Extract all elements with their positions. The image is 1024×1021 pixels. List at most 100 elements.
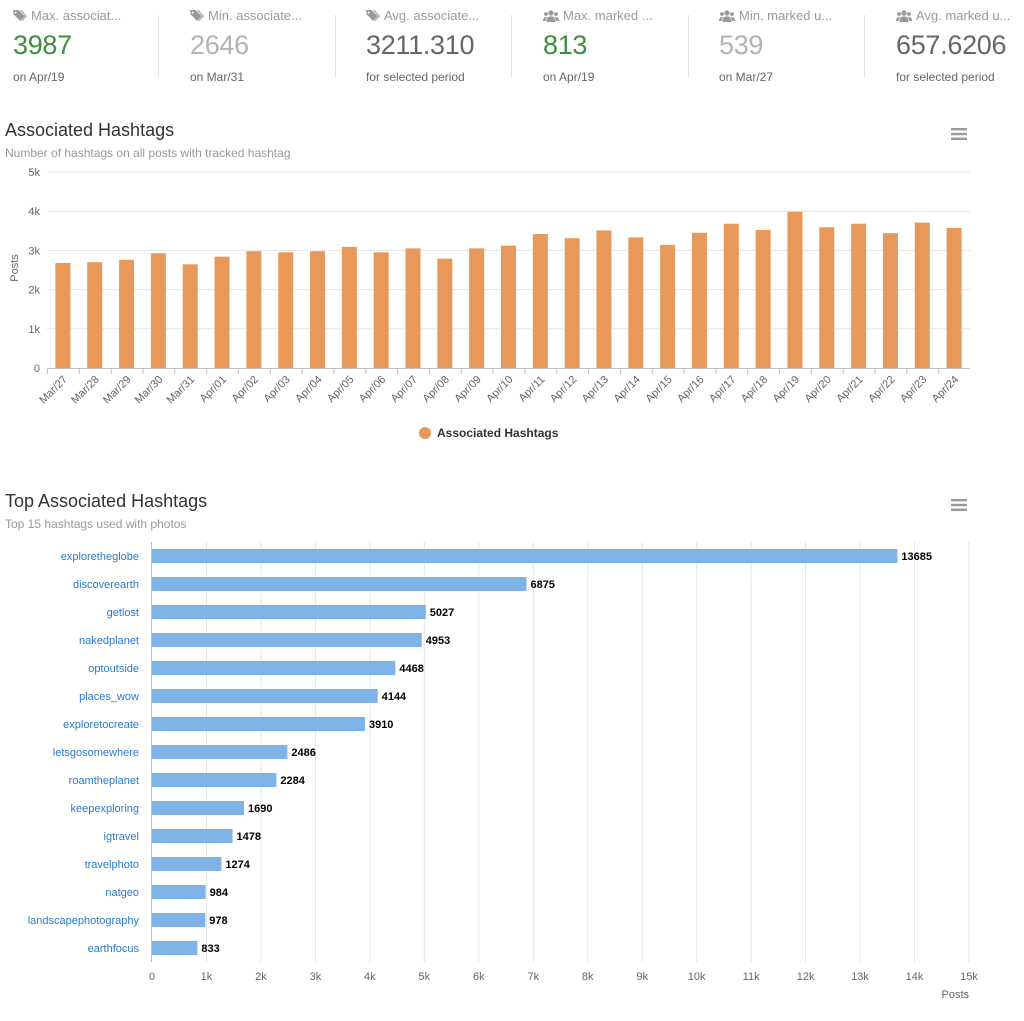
associated-hashtags-chart-title: Associated Hashtags [5,120,175,140]
chart-menu-icon[interactable] [950,127,968,141]
x-tick-label: 1k [201,971,213,983]
y-category-label[interactable]: landscapephotography [28,915,140,927]
legend: Associated Hashtags [419,426,559,440]
stat-value: 657.6206 [896,30,1007,60]
stat-divider [335,15,336,77]
stat-avg-associated-hashtags: Avg. associate... 3211.310 for selected … [366,0,484,100]
x-tick-label: Apr/06 [357,374,388,405]
y-category-label[interactable]: natgeo [105,887,139,899]
bar [946,228,962,368]
bar [152,689,378,703]
bar [152,941,198,955]
bar [596,230,612,368]
bar [787,211,803,368]
chart-menu-icon[interactable] [950,498,968,512]
tag-icon [366,9,380,21]
x-tick-label: Apr/23 [898,374,929,405]
x-tick-label: Apr/05 [325,374,356,405]
y-category-label[interactable]: keepexploring [71,803,140,815]
stat-value: 813 [543,30,588,60]
tag-icon [190,9,204,21]
x-tick-label: 8k [582,971,594,983]
x-tick-label: 9k [636,971,648,983]
y-category-label[interactable]: letsgosomewhere [53,747,139,759]
x-tick-label: Apr/20 [802,374,833,405]
bar [755,230,771,368]
bar [660,244,676,368]
stat-label: Min. associate... [190,8,340,23]
bar [469,248,485,368]
x-tick-label: 0 [149,971,155,983]
x-tick-label: 7k [527,971,539,983]
x-tick-label: Apr/12 [548,374,579,405]
bar [152,661,396,675]
data-label: 1690 [248,803,272,815]
x-tick-label: 12k [797,971,815,983]
x-tick-label: Apr/19 [771,374,802,405]
stat-max-associated-hashtags: Max. associat... 3987 on Apr/19 [13,0,173,100]
x-tick-label: 3k [310,971,322,983]
data-label: 4953 [426,635,450,647]
bar [150,253,166,368]
x-tick-label: Apr/10 [484,374,515,405]
y-category-label[interactable]: discoverearth [73,579,139,591]
y-tick-label: 5k [28,167,40,179]
stat-value: 3211.310 [366,30,475,60]
stat-min-associated-hashtags: Min. associate... 2646 on Mar/31 [190,0,350,100]
data-label: 5027 [430,607,454,619]
legend-marker [419,427,431,439]
bar [278,252,294,368]
y-category-label[interactable]: earthfocus [88,943,140,955]
y-category-label[interactable]: optoutside [88,663,139,675]
stat-label: Avg. marked u... [896,8,1020,23]
bar [851,223,867,368]
data-label: 833 [201,943,219,955]
x-tick-label: Mar/31 [165,374,198,407]
y-category-label[interactable]: places_wow [79,691,139,703]
tag-icon [13,9,27,21]
x-tick-label: Apr/21 [834,374,865,405]
bar [152,745,288,759]
stat-label: Max. marked ... [543,8,693,23]
y-tick-label: 0 [34,363,40,375]
bar [437,258,453,368]
stat-subtext: on Apr/19 [13,70,65,84]
users-icon [896,9,912,22]
stat-label: Max. associat... [13,8,163,23]
x-tick-label: 11k [743,971,760,983]
bar [882,233,898,368]
bar [628,237,644,368]
stats-bar: Max. associat... 3987 on Apr/19 Min. ass… [0,0,1024,100]
y-category-label[interactable]: exploretheglobe [61,551,139,563]
data-label: 2486 [291,747,315,759]
y-tick-label: 4k [28,206,40,218]
bar [152,857,222,871]
bar [152,717,365,731]
stat-min-marked-users: Min. marked u... 539 on Mar/27 [719,0,879,100]
associated-hashtags-chart: 0 1k 2k 3k 4k 5k Posts Mar/27 Mar/28 Mar/29 Mar/30… [9,167,970,440]
data-label: 4144 [382,691,407,703]
stat-max-marked-users: Max. marked ... 813 on Apr/19 [543,0,703,100]
y-category-label[interactable]: travelphoto [85,859,139,871]
bar [55,262,71,368]
bar [532,233,548,368]
stat-divider [688,15,689,77]
x-tick-label: 4k [364,971,376,983]
data-label: 6875 [530,579,554,591]
y-category-label[interactable]: igtravel [104,831,139,843]
x-tick-label: Apr/01 [198,374,229,405]
users-icon [543,9,559,22]
y-category-label[interactable]: nakedplanet [79,635,139,647]
y-category-label[interactable]: roamtheplanet [69,775,139,787]
bar [501,245,516,368]
bar [405,248,421,368]
stat-subtext: on Mar/31 [190,70,245,84]
x-tick-label: Mar/29 [101,374,134,407]
stat-divider [158,15,159,77]
data-label: 4468 [399,663,423,675]
y-category-label[interactable]: exploretocreate [63,719,139,731]
x-tick-label: Mar/28 [69,374,102,407]
y-category-label[interactable]: getlost [107,607,139,619]
x-tick-label: Apr/24 [930,374,961,405]
bar [87,262,103,368]
